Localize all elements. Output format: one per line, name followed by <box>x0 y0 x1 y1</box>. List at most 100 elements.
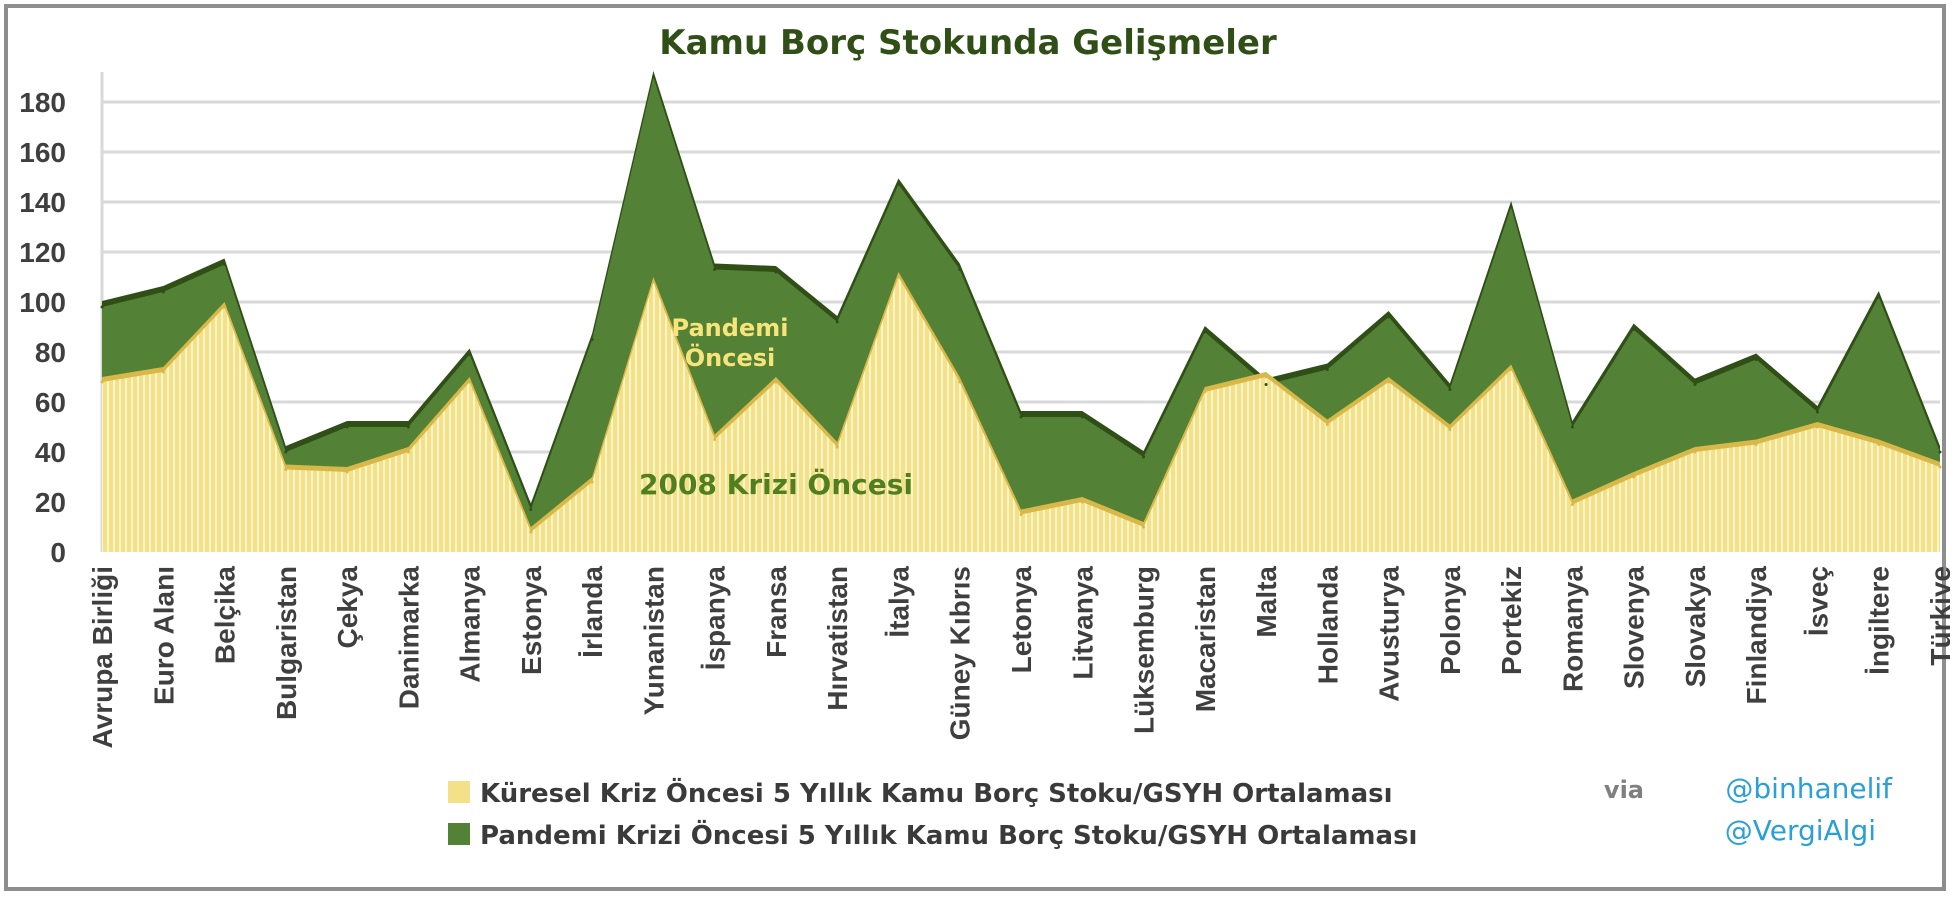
chart-title: Kamu Borç Stokunda Gelişmeler <box>659 23 1277 63</box>
y-tick-label-160: 160 <box>19 137 66 168</box>
x-tick-label-29: İngiltere <box>1864 566 1895 675</box>
y-tick-label-120: 120 <box>19 237 66 268</box>
x-tick-label-16: Litvanya <box>1067 566 1098 680</box>
point-kuresel-23 <box>1509 368 1513 371</box>
point-pandemi-18 <box>1203 330 1207 334</box>
point-pandemi-11 <box>774 270 778 274</box>
point-kuresel-7 <box>529 530 533 534</box>
point-kuresel-13 <box>896 275 900 279</box>
credit-handle-vergialgi: @VergiAlgi <box>1725 814 1876 847</box>
point-pandemi-20 <box>1325 368 1329 371</box>
point-kuresel-3 <box>284 468 288 471</box>
point-pandemi-19 <box>1264 383 1268 386</box>
point-kuresel-4 <box>345 470 349 474</box>
x-tick-label-7: Estonya <box>516 566 547 675</box>
y-tick-label-80: 80 <box>35 337 66 368</box>
point-kuresel-16 <box>1080 500 1084 504</box>
y-tick-label-0: 0 <box>50 537 66 568</box>
point-kuresel-20 <box>1325 423 1329 426</box>
point-kuresel-14 <box>958 380 962 384</box>
x-tick-label-5: Danimarka <box>393 566 424 710</box>
point-pandemi-24 <box>1570 425 1574 429</box>
point-kuresel-26 <box>1693 450 1697 454</box>
x-tick-label-2: Belçika <box>210 566 241 664</box>
point-kuresel-27 <box>1754 443 1758 446</box>
annotation-pandemi-line2: Öncesi <box>685 342 776 372</box>
credit-via: via <box>1604 776 1644 804</box>
point-pandemi-9 <box>651 75 655 79</box>
y-axis: 0 20 40 60 80 100 120 140 160 180 <box>19 87 66 568</box>
x-tick-label-20: Hollanda <box>1312 566 1343 685</box>
point-kuresel-19 <box>1264 375 1268 379</box>
annotation-pandemi-line1: Pandemi <box>672 314 789 342</box>
point-pandemi-4 <box>345 425 349 429</box>
point-pandemi-2 <box>223 263 227 266</box>
point-pandemi-30 <box>1938 450 1942 454</box>
point-pandemi-14 <box>958 268 962 271</box>
point-kuresel-17 <box>1142 525 1146 529</box>
point-pandemi-8 <box>590 338 594 341</box>
point-kuresel-0 <box>100 380 104 384</box>
chart: Kamu Borç Stokunda Gelişmeler 0 20 40 60 80 1… <box>19 23 1950 851</box>
x-tick-label-28: İsveç <box>1802 566 1833 636</box>
x-tick-label-12: Hırvatistan <box>822 566 853 711</box>
point-pandemi-12 <box>835 320 839 324</box>
point-kuresel-28 <box>1815 425 1819 429</box>
point-kuresel-25 <box>1632 475 1636 479</box>
y-tick-label-40: 40 <box>35 437 66 468</box>
point-pandemi-3 <box>284 450 288 454</box>
point-kuresel-2 <box>223 305 227 309</box>
point-pandemi-26 <box>1693 383 1697 386</box>
x-axis: Avrupa Birliği Euro Alanı Belçika Bulgarist… <box>87 566 1950 749</box>
y-tick-label-60: 60 <box>35 387 66 418</box>
x-tick-label-4: Çekya <box>332 566 363 649</box>
point-pandemi-6 <box>468 353 472 356</box>
x-tick-label-8: İrlanda <box>577 566 608 658</box>
point-kuresel-15 <box>1019 513 1023 516</box>
legend-swatch-pandemi <box>448 823 470 845</box>
point-kuresel-10 <box>713 438 717 441</box>
point-pandemi-17 <box>1142 455 1146 459</box>
point-pandemi-16 <box>1080 415 1084 419</box>
point-pandemi-22 <box>1448 388 1452 391</box>
x-tick-label-13: İtalya <box>883 566 914 638</box>
point-kuresel-22 <box>1448 428 1452 431</box>
series-kuresel-area <box>102 277 1940 552</box>
x-tick-label-24: Romanya <box>1557 566 1588 692</box>
point-kuresel-29 <box>1877 443 1881 446</box>
x-tick-label-9: Yunanistan <box>638 566 669 715</box>
point-kuresel-1 <box>161 370 165 374</box>
point-pandemi-7 <box>529 508 533 511</box>
point-pandemi-21 <box>1387 315 1391 319</box>
x-tick-label-3: Bulgaristan <box>271 566 302 720</box>
x-tick-label-26: Slovakya <box>1680 566 1711 688</box>
chart-frame: Kamu Borç Stokunda Gelişmeler 0 20 40 60 80 1… <box>4 4 1950 891</box>
x-tick-label-30: Türkiye <box>1925 566 1950 666</box>
point-kuresel-21 <box>1387 380 1391 384</box>
point-kuresel-5 <box>406 450 410 454</box>
point-pandemi-29 <box>1877 295 1881 299</box>
point-pandemi-27 <box>1754 358 1758 361</box>
x-tick-label-21: Avusturya <box>1374 566 1405 702</box>
x-tick-label-27: Finlandiya <box>1741 566 1772 705</box>
y-tick-label-20: 20 <box>35 487 66 518</box>
x-tick-label-14: Güney Kıbrıs <box>945 566 976 740</box>
credit: via @binhanelif @VergiAlgi <box>1604 772 1893 847</box>
point-kuresel-8 <box>590 480 594 484</box>
x-tick-label-18: Macaristan <box>1190 566 1221 712</box>
point-pandemi-10 <box>713 268 717 271</box>
x-tick-label-6: Almanya <box>455 566 486 683</box>
annotation-2008: 2008 Krizi Öncesi <box>639 467 913 501</box>
x-tick-label-10: İspanya <box>700 566 731 671</box>
point-kuresel-11 <box>774 380 778 384</box>
legend: Küresel Kriz Öncesi 5 Yıllık Kamu Borç S… <box>448 776 1417 851</box>
x-tick-label-11: Fransa <box>761 566 792 658</box>
x-tick-label-25: Slovenya <box>1619 566 1650 689</box>
point-pandemi-1 <box>161 290 165 294</box>
legend-label-kuresel: Küresel Kriz Öncesi 5 Yıllık Kamu Borç S… <box>480 776 1393 809</box>
point-pandemi-13 <box>896 183 900 186</box>
point-kuresel-30 <box>1938 465 1942 469</box>
y-tick-label-100: 100 <box>19 287 66 318</box>
x-tick-label-1: Euro Alanı <box>148 566 179 705</box>
point-pandemi-25 <box>1632 328 1636 331</box>
